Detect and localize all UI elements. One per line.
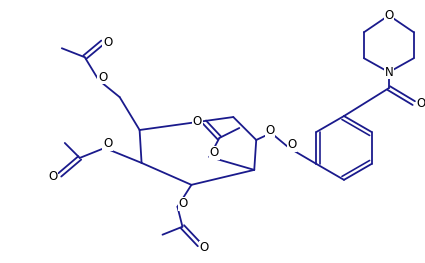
Text: O: O [98,71,108,84]
Text: O: O [103,36,112,49]
Text: N: N [385,66,393,79]
Text: O: O [48,170,57,183]
Text: O: O [179,197,188,210]
Text: O: O [287,138,297,151]
Text: O: O [266,124,275,136]
Text: O: O [416,97,425,110]
Text: O: O [103,138,112,150]
Text: O: O [384,9,394,22]
Text: O: O [200,241,209,254]
Text: O: O [193,114,202,128]
Text: O: O [210,146,219,159]
